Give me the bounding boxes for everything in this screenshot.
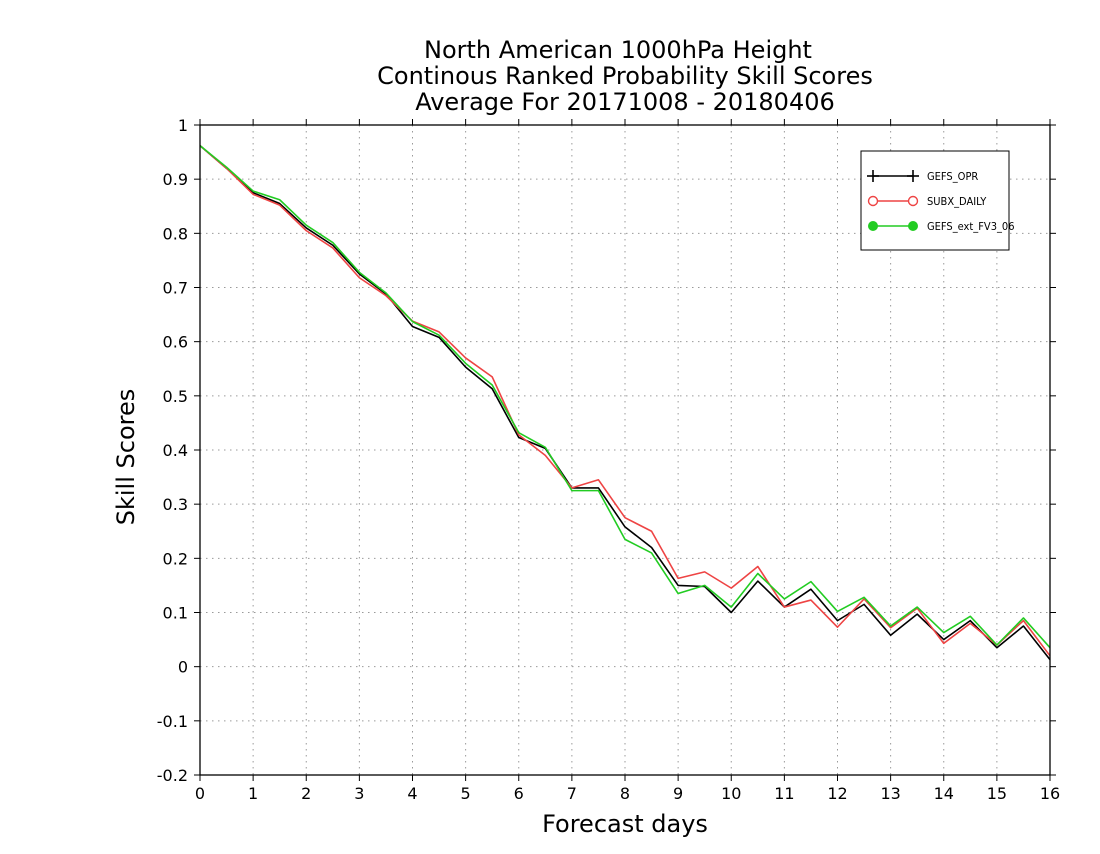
x-tick-label: 2	[301, 784, 311, 803]
legend-item: GEFS_ext_FV3_06	[868, 220, 1015, 233]
series-line-gefs-opr	[199, 144, 1051, 661]
legend: GEFS_OPR SUBX_DAILY GEFS_ext_FV3_06	[860, 150, 1015, 251]
chart-title-line: North American 1000hPa Height	[424, 36, 812, 64]
legend-label: GEFS_OPR	[927, 170, 978, 183]
legend-marker-plus	[867, 170, 879, 182]
x-tick-label: 8	[620, 784, 630, 803]
legend-item: SUBX_DAILY	[867, 195, 987, 208]
y-tick-label: 0.2	[163, 549, 188, 568]
legend-marker-circle	[867, 195, 879, 207]
chart-title-line: Continous Ranked Probability Skill Score…	[377, 62, 873, 90]
x-tick-label: 11	[774, 784, 794, 803]
x-tick-label: 7	[567, 784, 577, 803]
y-tick-label: 0.7	[163, 279, 188, 298]
x-tick-label: 9	[673, 784, 683, 803]
y-tick-label: 0.5	[163, 387, 188, 406]
legend-label: SUBX_DAILY	[927, 195, 987, 208]
chart-title: North American 1000hPa Height Continous …	[377, 36, 873, 116]
x-tick-label: 1	[248, 784, 258, 803]
legend-item: GEFS_OPR	[867, 170, 978, 183]
x-tick-label: 13	[880, 784, 900, 803]
y-axis-ticks: -0.2 -0.1 0 0.1 0.2 0.3 0.4 0.5 0.6 0.7 0.8 0.9 1	[157, 116, 1056, 785]
x-tick-label: 4	[407, 784, 417, 803]
y-tick-label: 0.9	[163, 170, 188, 189]
x-tick-label: 0	[195, 784, 205, 803]
x-tick-label: 15	[987, 784, 1007, 803]
x-tick-label: 5	[461, 784, 471, 803]
legend-marker-dot	[908, 221, 918, 231]
x-tick-label: 14	[934, 784, 954, 803]
y-tick-label: 0.8	[163, 224, 188, 243]
y-tick-label: -0.2	[157, 766, 188, 785]
legend-label: GEFS_ext_FV3_06	[927, 220, 1015, 233]
y-tick-label: 0	[178, 658, 188, 677]
legend-marker-plus	[907, 170, 919, 182]
x-tick-label: 6	[514, 784, 524, 803]
legend-marker-circle	[907, 195, 919, 207]
y-axis-label: Skill Scores	[112, 389, 140, 526]
y-tick-label: 0.6	[163, 333, 188, 352]
y-tick-label: 0.3	[163, 495, 188, 514]
series-line-gefs-ext-fv3-06	[199, 144, 1051, 649]
y-tick-label: 0.4	[163, 441, 188, 460]
series-line-subx-daily	[199, 144, 1051, 657]
x-axis-label: Forecast days	[542, 810, 708, 838]
x-tick-label: 16	[1040, 784, 1060, 803]
y-tick-label: 1	[178, 116, 188, 135]
chart-title-line: Average For 20171008 - 20180406	[415, 88, 835, 116]
data-series	[199, 144, 1051, 661]
y-tick-label: 0.1	[163, 604, 188, 623]
x-tick-label: 10	[721, 784, 741, 803]
x-axis-ticks: 0 1 2 3 4 5 6 7 8 9 10 11 12 13 14 15 16	[195, 119, 1060, 803]
x-tick-label: 12	[827, 784, 847, 803]
x-tick-label: 3	[354, 784, 364, 803]
y-tick-label: -0.1	[157, 712, 188, 731]
legend-marker-dot	[868, 221, 878, 231]
